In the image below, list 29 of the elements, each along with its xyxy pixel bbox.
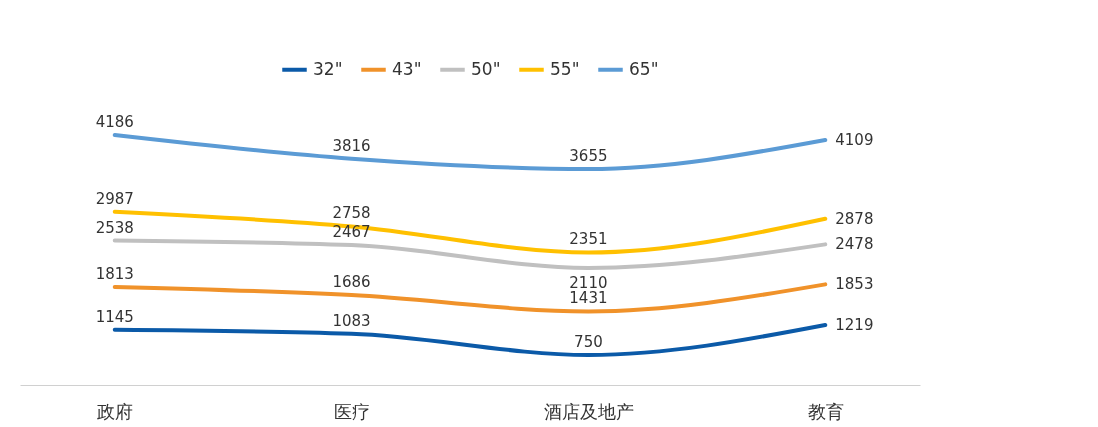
data-label: 1219 bbox=[835, 315, 874, 334]
data-label: 2467 bbox=[332, 223, 371, 242]
legend-label: 50" bbox=[471, 58, 501, 79]
x-tick-label: 酒店及地产 bbox=[543, 400, 634, 422]
data-label: 1853 bbox=[835, 275, 874, 294]
data-label: 1813 bbox=[95, 264, 134, 283]
data-label: 4109 bbox=[835, 130, 874, 149]
legend-label: 65" bbox=[629, 58, 659, 79]
legend-label: 43" bbox=[392, 58, 422, 79]
data-label: 3816 bbox=[332, 136, 371, 155]
data-label: 2878 bbox=[835, 209, 874, 228]
data-label: 1431 bbox=[569, 289, 608, 308]
data-label: 2478 bbox=[835, 235, 874, 254]
data-label: 3655 bbox=[569, 147, 608, 165]
legend-label: 55" bbox=[550, 58, 580, 79]
data-label: 750 bbox=[574, 333, 603, 351]
data-label: 1686 bbox=[332, 273, 371, 292]
data-label: 2758 bbox=[332, 204, 371, 223]
legend-label: 32" bbox=[313, 58, 343, 79]
x-tick-label: 教育 bbox=[807, 400, 844, 422]
data-label: 1145 bbox=[95, 307, 134, 326]
data-label: 4186 bbox=[95, 113, 134, 131]
x-tick-label: 政府 bbox=[97, 400, 134, 422]
x-tick-label: 医疗 bbox=[334, 400, 371, 422]
data-label: 1083 bbox=[332, 311, 371, 330]
data-label: 2110 bbox=[569, 273, 608, 292]
data-label: 2987 bbox=[95, 189, 134, 208]
data-label: 2538 bbox=[95, 218, 134, 237]
data-label: 2351 bbox=[569, 230, 608, 249]
